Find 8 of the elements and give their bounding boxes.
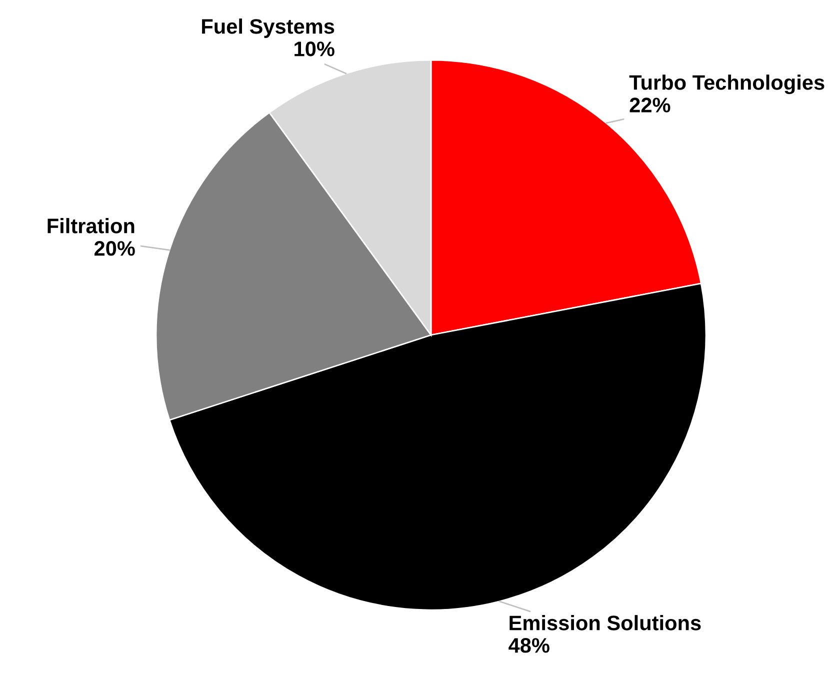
slice-label: Emission Solutions — [510, 615, 701, 630]
data-label: 20% — [94, 241, 135, 256]
data-label: 22% — [630, 98, 670, 112]
slice-label: Turbo Technologies — [629, 74, 824, 94]
data-label: 10% — [294, 42, 334, 56]
slice-label: Filtration — [48, 218, 134, 234]
slice-label: Fuel Systems — [202, 18, 334, 38]
data-label: 48% — [508, 638, 550, 653]
